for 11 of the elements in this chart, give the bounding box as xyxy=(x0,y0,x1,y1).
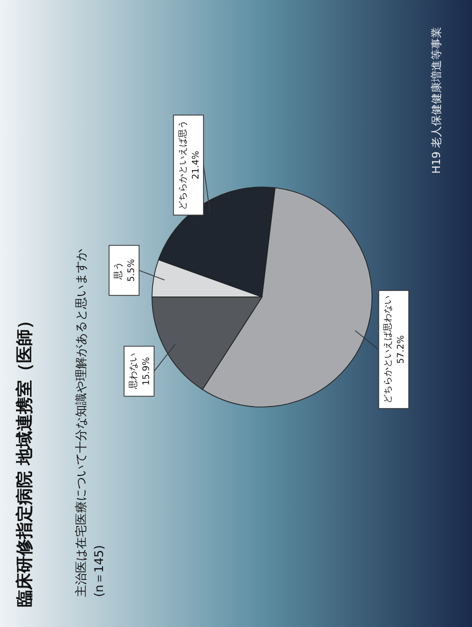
data-label: 5.5% xyxy=(127,258,138,282)
data-label: 15.9% xyxy=(142,356,152,386)
slice-label: 思う xyxy=(113,261,124,280)
slice-label: 思わない xyxy=(128,353,140,390)
slice-label: どちらかといえば思う xyxy=(177,120,188,210)
data-label: 21.4% xyxy=(191,150,202,180)
slice-label: どちらかといえば思わない xyxy=(382,296,394,404)
data-label: 57.2% xyxy=(396,334,407,364)
text: 臨床研修指定病院 地域連携室（医師） xyxy=(15,312,35,607)
text: H19 老人保健健康増進等事業 xyxy=(430,27,443,174)
text: 主治医は在宅医療について十分な知識や理解があると思いますか (n＝145) xyxy=(74,249,106,597)
